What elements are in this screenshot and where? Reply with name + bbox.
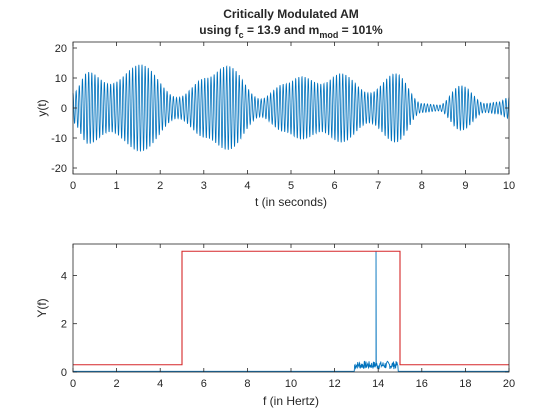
top-ytick-label: -20 bbox=[51, 163, 67, 175]
bottom-xtick-label: 10 bbox=[285, 378, 297, 390]
bottom-axes-box bbox=[72, 243, 510, 373]
bottom-ticks: 0 2 4 6 8 10 12 14 16 18 20 0 2 4 bbox=[61, 244, 515, 390]
top-xtick-label: 1 bbox=[114, 180, 120, 192]
bottom-ytick-label: 2 bbox=[61, 319, 67, 331]
series-line-am-signal bbox=[72, 64, 510, 152]
chart-time-domain: Critically Modulated AM using fc = 13.9 … bbox=[35, 7, 515, 209]
series-line-filter-window bbox=[73, 250, 509, 366]
top-xtick-label: 3 bbox=[201, 180, 207, 192]
top-xtick-label: 5 bbox=[288, 180, 294, 192]
top-ytick-label: 20 bbox=[55, 43, 67, 55]
top-ytick-label: 0 bbox=[61, 103, 67, 115]
bottom-xtick-label: 6 bbox=[201, 378, 207, 390]
bottom-xtick-label: 20 bbox=[503, 378, 515, 390]
top-ytick-label: 10 bbox=[55, 73, 67, 85]
bottom-xtick-label: 0 bbox=[70, 378, 76, 390]
bottom-xtick-label: 12 bbox=[328, 378, 340, 390]
top-xtick-label: 4 bbox=[244, 180, 250, 192]
top-ytick-label: -10 bbox=[51, 133, 67, 145]
bottom-ylabel: Y(f) bbox=[35, 298, 49, 317]
bottom-ytick-label: 0 bbox=[61, 367, 67, 379]
bottom-xtick-label: 8 bbox=[244, 378, 250, 390]
top-xtick-label: 8 bbox=[419, 180, 425, 192]
bottom-plot-area bbox=[73, 250, 509, 372]
top-xtick-label: 2 bbox=[157, 180, 163, 192]
bottom-xtick-label: 16 bbox=[416, 378, 428, 390]
bottom-xtick-label: 4 bbox=[157, 378, 163, 390]
top-plot-area bbox=[72, 64, 510, 152]
top-xtick-label: 7 bbox=[375, 180, 381, 192]
chart-frequency-domain: 0 2 4 6 8 10 12 14 16 18 20 0 2 4 f (in Hertz) Y(f) bbox=[35, 243, 515, 408]
top-ticks: 0 1 2 3 4 5 6 7 8 9 10 -20 -10 0 10 20 bbox=[51, 42, 515, 192]
top-xtick-label: 9 bbox=[462, 180, 468, 192]
bottom-xlabel: f (in Hertz) bbox=[263, 394, 319, 408]
chart-title-line1: Critically Modulated AM bbox=[223, 7, 359, 21]
bottom-ytick-label: 4 bbox=[61, 270, 67, 282]
top-ylabel: y(t) bbox=[35, 99, 49, 116]
bottom-xtick-label: 18 bbox=[459, 378, 471, 390]
top-xtick-label: 6 bbox=[332, 180, 338, 192]
bottom-xtick-label: 2 bbox=[114, 378, 120, 390]
series-line-spectrum bbox=[73, 251, 509, 372]
top-xtick-label: 10 bbox=[503, 180, 515, 192]
top-xlabel: t (in seconds) bbox=[255, 195, 327, 209]
bottom-xtick-label: 14 bbox=[372, 378, 384, 390]
top-xtick-label: 0 bbox=[70, 180, 76, 192]
chart-title-line2: using fc = 13.9 and mmod = 101% bbox=[199, 23, 383, 40]
